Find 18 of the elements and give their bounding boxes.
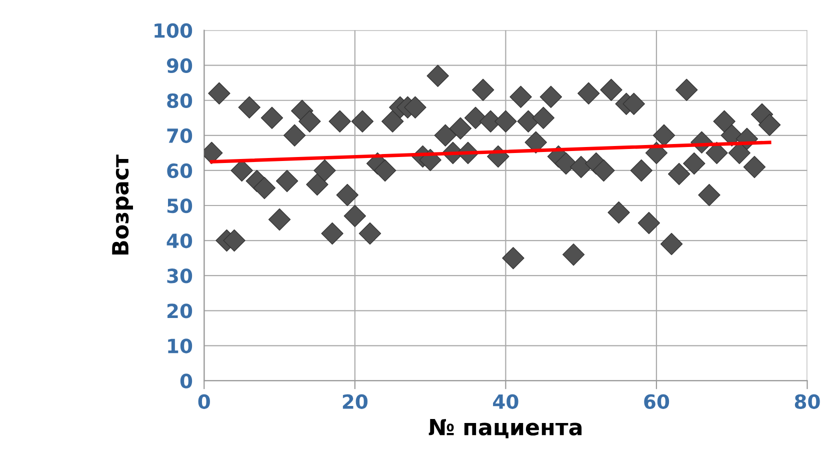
y-tick-label: 60 — [167, 163, 192, 178]
y-tick-label: 80 — [167, 93, 192, 108]
x-tick-label: 40 — [493, 394, 518, 409]
y-tick-label: 70 — [167, 128, 192, 144]
y-tick-label: 30 — [167, 268, 192, 284]
y-tick-label: 40 — [166, 234, 192, 248]
y-tick-label: 90 — [166, 58, 192, 73]
y-tick-label: 20 — [167, 304, 192, 318]
y-tick-label: 50 — [167, 198, 192, 214]
y-tick-label: 0 — [180, 374, 192, 388]
y-tick-label: 100 — [154, 23, 192, 38]
y-tick-label: 10 — [168, 338, 192, 354]
y-axis-title: Возраст — [112, 154, 133, 254]
x-tick-label: 60 — [644, 394, 670, 409]
x-tick-label: 20 — [342, 394, 368, 409]
x-tick-label: 0 — [198, 394, 210, 409]
x-axis-title: № пациента — [428, 418, 582, 438]
x-tick-label: 80 — [794, 394, 820, 409]
